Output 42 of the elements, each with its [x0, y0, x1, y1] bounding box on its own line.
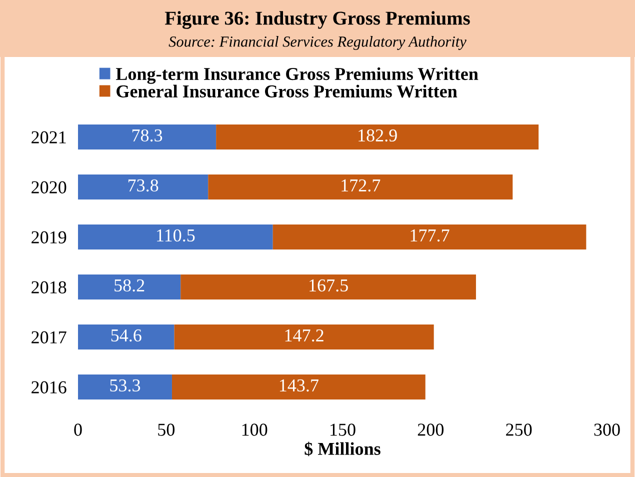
bar: [78, 274, 181, 300]
y-tick-label: 2017: [32, 331, 66, 344]
bar: [78, 174, 208, 200]
bar: [78, 124, 216, 150]
legend-label: Long-term Insurance Gross Premiums Written: [116, 67, 478, 84]
bar: [174, 324, 434, 350]
chart-subtitle: Source: Financial Services Regulatory Authority: [168, 36, 466, 50]
x-tick-label: 250: [506, 424, 532, 436]
x-tick-label: 200: [418, 424, 444, 436]
bar: [78, 374, 172, 400]
y-tick-label: 2020: [32, 181, 66, 194]
data-label: 54.6: [111, 329, 142, 342]
x-tick-label: 50: [158, 424, 175, 436]
chart-title: Figure 36: Industry Gross Premiums: [164, 11, 470, 29]
data-label: 182.9: [358, 129, 397, 142]
data-label: 73.8: [128, 179, 158, 192]
data-label: 110.5: [157, 229, 195, 242]
data-label: 53.3: [110, 379, 140, 392]
x-axis-title: $ Millions: [304, 442, 380, 456]
data-label: 78.3: [132, 129, 162, 142]
legend-label: General Insurance Gross Premiums Written: [116, 84, 458, 98]
data-label: 167.5: [310, 279, 348, 292]
bar: [78, 224, 273, 250]
y-tick-label: 2016: [32, 381, 66, 394]
y-tick-label: 2018: [32, 281, 66, 294]
data-label: 58.2: [114, 279, 144, 292]
x-tick-label: 100: [242, 424, 268, 436]
y-tick-label: 2019: [32, 231, 66, 244]
y-tick-label: 2021: [32, 131, 66, 144]
x-tick-label: 0: [74, 424, 82, 436]
bar: [172, 374, 426, 400]
bar: [216, 124, 539, 150]
x-tick-label: 300: [594, 424, 620, 436]
bar: [272, 224, 586, 250]
x-tick-label: 150: [330, 424, 356, 436]
bar: [78, 324, 174, 350]
data-label: 177.7: [410, 229, 450, 242]
data-label: 147.2: [285, 329, 324, 342]
bar: [180, 274, 476, 300]
data-label: 143.7: [280, 379, 318, 392]
data-label: 172.7: [342, 179, 380, 192]
bar: [208, 174, 513, 200]
